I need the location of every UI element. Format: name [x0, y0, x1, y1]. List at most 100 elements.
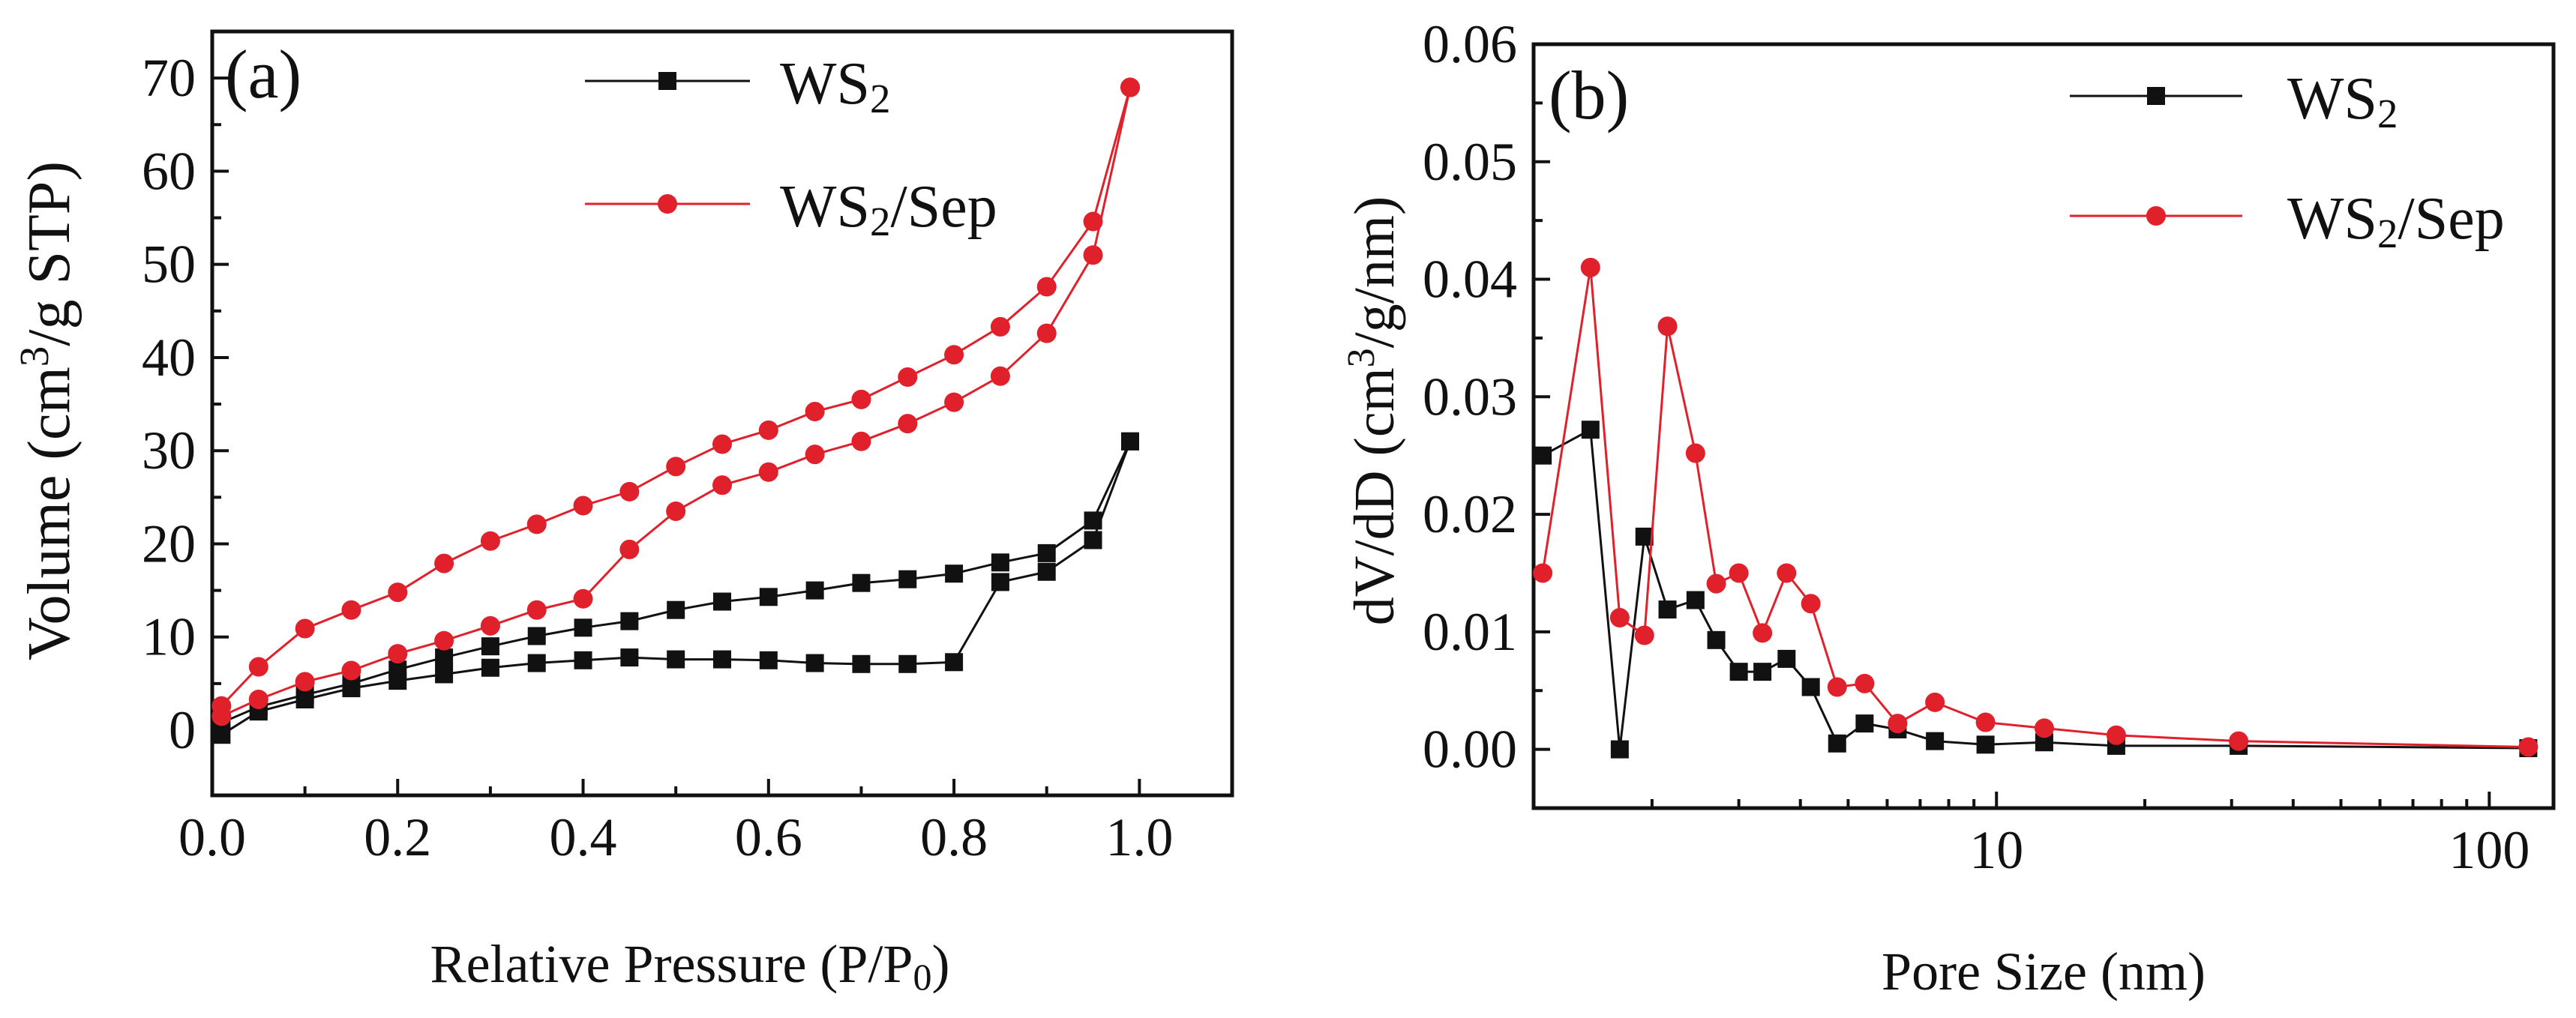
y-tick-label: 0.06	[1423, 14, 1517, 74]
panel-b-data	[1533, 257, 2539, 759]
data-point-ws2sep	[480, 531, 500, 551]
y-tick-label: 0.02	[1423, 484, 1517, 544]
data-point-ws2	[481, 658, 499, 677]
data-point-ws2	[1121, 432, 1139, 451]
legend-ws2-label: WS2	[2287, 66, 2398, 136]
y-tick-label: 0.01	[1423, 602, 1517, 662]
data-point-ws2	[620, 612, 639, 630]
legend-ws2sep-label: WS2/Sep	[2287, 186, 2505, 256]
data-point-ws2sep	[341, 600, 361, 620]
y-tick-label: 60	[142, 141, 196, 201]
data-point-ws2	[759, 588, 778, 606]
data-point-ws2	[527, 627, 546, 645]
panel-a-y-axis-title: Volume (cm3/g STP)	[11, 161, 82, 660]
data-point-ws2sep	[666, 457, 686, 477]
data-point-ws2sep	[1827, 677, 1847, 697]
data-point-ws2sep	[944, 345, 964, 365]
data-point-ws2	[1926, 732, 1945, 750]
y-tick-label: 10	[142, 607, 196, 667]
data-point-ws2sep	[1609, 608, 1630, 628]
data-point-ws2sep	[2106, 725, 2126, 745]
data-point-ws2sep	[1801, 594, 1821, 614]
x-tick-label: 100	[2449, 820, 2530, 880]
data-point-ws2	[991, 553, 1009, 572]
data-point-ws2	[898, 570, 917, 588]
data-point-ws2	[713, 650, 731, 669]
data-point-ws2	[481, 637, 499, 656]
data-point-ws2sep	[851, 389, 871, 409]
data-point-ws2sep	[944, 392, 964, 412]
series-line-ws2-0	[1542, 427, 2529, 750]
x-tick-label: 10	[1969, 820, 2023, 880]
legend-ws2sep-marker	[658, 194, 677, 214]
data-point-ws2	[945, 653, 964, 672]
data-point-ws2sep	[1533, 563, 1553, 583]
panel-a-plot-frame	[210, 29, 1234, 798]
panel-a-isotherm-chart: 0.0 0.2 0.4 0.6 0.8 1.0 0 10 20 30 40 50 60 70 (a) WS…	[11, 29, 1234, 998]
data-point-ws2sep	[573, 496, 593, 516]
data-point-ws2sep	[851, 431, 871, 451]
data-point-ws2sep	[1729, 563, 1749, 583]
panel-b-ticks: 10 100 0.00 0.01 0.02 0.03 0.04 0.05 0.06	[1423, 14, 2530, 880]
data-point-ws2sep	[619, 539, 640, 559]
data-point-ws2	[1581, 421, 1600, 439]
data-point-ws2	[435, 648, 454, 667]
data-point-ws2sep	[434, 630, 454, 651]
data-point-ws2	[527, 654, 546, 672]
panel-b-y-axis-title: dV/dD (cm3/g/nm)	[1340, 196, 1406, 626]
data-point-ws2sep	[666, 501, 686, 521]
y-tick-label: 0.00	[1423, 720, 1517, 780]
data-point-ws2sep	[248, 657, 268, 677]
data-point-ws2	[805, 654, 824, 672]
panel-a-ticks: 0.0 0.2 0.4 0.6 0.8 1.0 0 10 20 30 40 50 60 70	[142, 48, 1234, 867]
data-point-ws2sep	[1925, 692, 1945, 712]
series-line-ws2sep-1	[1541, 267, 2529, 748]
data-point-ws2sep	[1083, 245, 1103, 265]
data-point-ws2	[667, 650, 685, 669]
data-point-ws2sep	[1888, 714, 1908, 734]
legend-ws2sep-label: WS2/Sep	[780, 174, 997, 244]
data-point-ws2sep	[1685, 443, 1705, 463]
data-point-ws2sep	[248, 690, 268, 710]
data-point-ws2	[574, 618, 592, 637]
legend-ws2sep-marker	[2146, 206, 2166, 226]
data-point-ws2	[1084, 511, 1102, 530]
data-point-ws2	[1828, 734, 1846, 753]
y-tick-label: 0	[169, 700, 196, 760]
data-point-ws2	[1777, 649, 1796, 668]
panel-b-pore-size-chart: 10 100 0.00 0.01 0.02 0.03 0.04 0.05 0.06 (b) WS…	[1340, 14, 2556, 1002]
legend-ws2-marker	[2147, 87, 2165, 105]
y-tick-label: 50	[142, 235, 196, 295]
y-tick-label: 0.05	[1423, 132, 1517, 192]
data-point-ws2sep	[1120, 77, 1140, 97]
data-point-ws2	[574, 651, 592, 669]
data-point-ws2	[1610, 740, 1629, 759]
data-point-ws2sep	[1706, 573, 1726, 594]
data-point-ws2	[1686, 591, 1705, 609]
data-point-ws2	[1976, 735, 1995, 754]
data-point-ws2sep	[898, 414, 918, 434]
data-point-ws2	[759, 651, 778, 669]
data-point-ws2	[1037, 543, 1056, 562]
data-point-ws2sep	[573, 588, 593, 609]
data-point-ws2sep	[295, 672, 315, 692]
data-point-ws2sep	[1855, 673, 1875, 693]
panel-b-plot-frame	[1531, 42, 2556, 810]
data-point-ws2sep	[1580, 257, 1600, 277]
data-point-ws2	[1801, 678, 1820, 696]
data-point-ws2	[713, 592, 731, 611]
data-point-ws2sep	[898, 367, 918, 388]
panel-a-label: (a)	[225, 36, 301, 112]
panel-b-legend: WS2 WS2/Sep	[2070, 66, 2505, 256]
data-point-ws2	[435, 665, 454, 684]
data-point-ws2sep	[1975, 712, 1996, 732]
data-point-ws2sep	[295, 618, 315, 639]
data-point-ws2	[1707, 630, 1726, 649]
y-tick-label: 0.04	[1423, 250, 1517, 310]
panel-b-label: (b)	[1549, 57, 1629, 133]
data-point-ws2sep	[526, 514, 547, 534]
x-tick-label: 1.0	[1105, 807, 1173, 867]
data-point-ws2sep	[805, 402, 825, 422]
data-point-ws2sep	[2229, 731, 2249, 751]
